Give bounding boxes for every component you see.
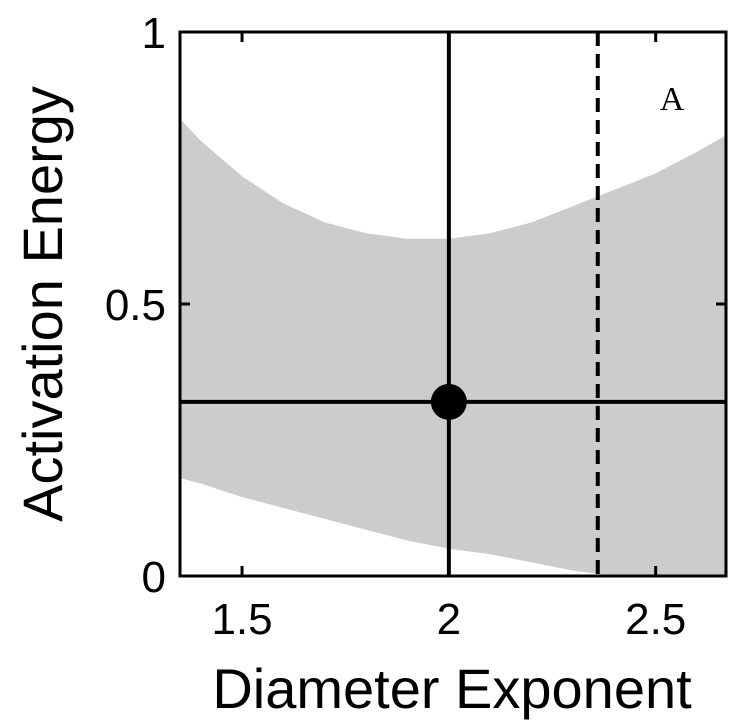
x-tick-label: 2.5 (625, 595, 686, 644)
panel-label: A (660, 81, 685, 118)
y-tick-label: 1 (142, 9, 166, 58)
y-tick-label: 0.5 (105, 281, 166, 330)
y-axis-label: Activation Energy (11, 86, 74, 522)
x-tick-label: 1.5 (211, 595, 272, 644)
x-axis-label: Diameter Exponent (212, 657, 692, 720)
confidence-band (180, 119, 726, 576)
plot-area (180, 32, 726, 576)
x-tick-label: 2 (437, 595, 461, 644)
best-estimate-point (430, 383, 467, 420)
axis-ticks: 1.5 2 2.5 0 0.5 1 (105, 9, 726, 644)
y-tick-label: 0 (142, 553, 166, 602)
